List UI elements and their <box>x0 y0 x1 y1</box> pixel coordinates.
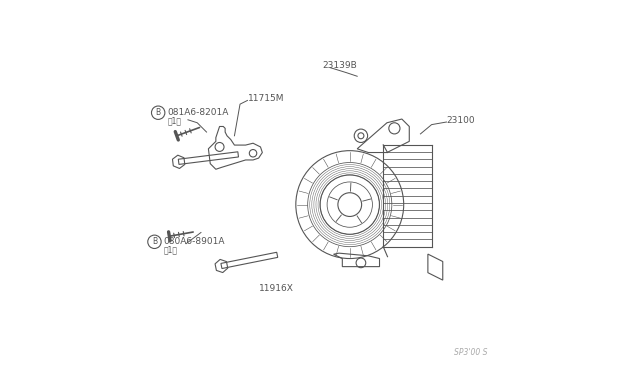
Text: 23139B: 23139B <box>322 61 356 70</box>
Text: 080A6-8901A: 080A6-8901A <box>164 237 225 246</box>
Text: 11916X: 11916X <box>259 284 294 293</box>
Text: 〈1〉: 〈1〉 <box>168 117 182 126</box>
Text: 〈1〉: 〈1〉 <box>164 246 178 255</box>
Text: B: B <box>152 237 157 246</box>
Text: 23100: 23100 <box>447 116 475 125</box>
Text: B: B <box>156 108 161 117</box>
Text: SP3'00 S: SP3'00 S <box>454 348 488 357</box>
Text: 11715M: 11715M <box>248 94 284 103</box>
Text: 081A6-8201A: 081A6-8201A <box>168 108 229 117</box>
